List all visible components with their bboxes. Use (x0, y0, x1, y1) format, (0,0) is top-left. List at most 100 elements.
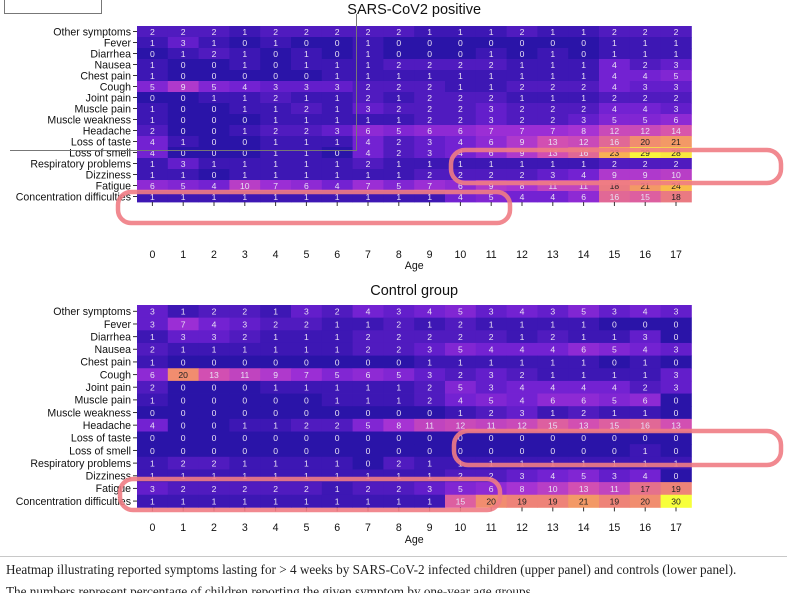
heatmap-cell (260, 305, 292, 319)
heatmap-cell (352, 169, 384, 181)
heatmap-cell (352, 406, 384, 420)
cell-value-label: 1 (520, 71, 525, 81)
heatmap-cell (321, 48, 353, 60)
heatmap-cell (660, 48, 692, 60)
cell-value-label: 0 (150, 408, 155, 418)
cell-value-label: 4 (612, 82, 617, 92)
cell-value-label: 2 (273, 126, 278, 136)
cell-value-label: 21 (579, 496, 589, 506)
cell-value-label: 5 (458, 383, 463, 393)
cell-value-label: 1 (181, 49, 186, 59)
cell-value-label: 2 (643, 60, 648, 70)
heatmap-cell (260, 393, 292, 407)
x-tick-label: 1 (180, 522, 186, 534)
cell-value-label: 1 (612, 370, 617, 380)
x-tick-label: 10 (455, 249, 467, 261)
heatmap-cell (167, 103, 199, 115)
heatmap-cell (167, 444, 199, 458)
cell-value-label: 0 (550, 446, 555, 456)
cell-value-label: 2 (643, 27, 648, 37)
heatmap-cell (260, 114, 292, 126)
cell-value-label: 1 (304, 148, 309, 158)
y-tick-label: Fatigue (96, 180, 131, 192)
heatmap-cell (568, 103, 600, 115)
heatmap-cell (229, 482, 261, 496)
cell-value-label: 0 (674, 332, 679, 342)
heatmap-cell (167, 158, 199, 170)
heatmap-cell (537, 393, 569, 407)
heatmap-cell (137, 482, 169, 496)
heatmap-cell (167, 330, 199, 344)
cell-value-label: 2 (273, 93, 278, 103)
cell-value-label: 2 (427, 170, 432, 180)
heatmap-cell (537, 380, 569, 394)
heatmap-cell (599, 81, 631, 93)
cell-value-label: 5 (489, 192, 494, 202)
heatmap-cell (414, 456, 446, 470)
heatmap-cell (599, 59, 631, 71)
cell-value-label: 3 (489, 307, 494, 317)
heatmap-cell (291, 37, 323, 49)
cell-value-label: 2 (489, 170, 494, 180)
cell-value-label: 2 (396, 345, 401, 355)
heatmap-cell (260, 494, 292, 508)
cell-value-label: 2 (427, 383, 432, 393)
cell-value-label: 0 (396, 433, 401, 443)
heatmap-cell (137, 48, 169, 60)
cell-value-label: 4 (612, 60, 617, 70)
cell-value-label: 1 (273, 496, 278, 506)
cell-value-label: 9 (643, 170, 648, 180)
cell-value-label: 6 (366, 370, 371, 380)
cell-value-label: 2 (581, 82, 586, 92)
cell-value-label: 20 (640, 137, 650, 147)
cell-value-label: 2 (643, 159, 648, 169)
heatmap-cell (352, 158, 384, 170)
heatmap-cell (198, 456, 230, 470)
cell-value-label: 0 (242, 446, 247, 456)
heatmap-cell (321, 59, 353, 71)
heatmap-cell (291, 393, 323, 407)
cell-value-label: 5 (181, 181, 186, 191)
cell-value-label: 1 (242, 104, 247, 114)
heatmap-cell (291, 70, 323, 82)
cell-value-label: 3 (181, 38, 186, 48)
heatmap-cell (506, 317, 538, 331)
cell-value-label: 1 (612, 332, 617, 342)
heatmap-cell (321, 180, 353, 192)
heatmap-cell (475, 136, 507, 148)
heatmap-cell (660, 158, 692, 170)
cell-value-label: 3 (489, 383, 494, 393)
cell-value-label: 0 (427, 408, 432, 418)
heatmap-cell (568, 191, 600, 203)
cell-value-label: 1 (581, 60, 586, 70)
heatmap-cell (321, 456, 353, 470)
x-tick-label: 9 (427, 249, 433, 261)
heatmap-cell (414, 136, 446, 148)
heatmap-cell (260, 81, 292, 93)
cell-value-label: 4 (212, 181, 217, 191)
heatmap-cell (198, 37, 230, 49)
cell-value-label: 28 (671, 148, 681, 158)
cell-value-label: 1 (612, 408, 617, 418)
heatmap-cell (445, 368, 477, 382)
heatmap-cell (475, 444, 507, 458)
cell-value-label: 1 (273, 115, 278, 125)
cell-value-label: 2 (489, 93, 494, 103)
cell-value-label: 1 (304, 471, 309, 481)
y-tick-label: Cough (100, 81, 131, 93)
x-tick-label: 3 (242, 522, 248, 534)
cell-value-label: 0 (181, 60, 186, 70)
heatmap-cell (198, 444, 230, 458)
cell-value-label: 0 (427, 49, 432, 59)
cell-value-label: 1 (212, 159, 217, 169)
cell-value-label: 2 (212, 49, 217, 59)
heatmap-cell (599, 114, 631, 126)
cell-value-label: 3 (427, 137, 432, 147)
cell-value-label: 0 (181, 408, 186, 418)
heatmap-cell (629, 406, 661, 420)
cell-value-label: 21 (671, 137, 681, 147)
y-tick-label: Concentration difficulties (16, 191, 131, 203)
heatmap-cell (383, 92, 415, 104)
cell-value-label: 2 (150, 345, 155, 355)
heatmap-cell (414, 330, 446, 344)
